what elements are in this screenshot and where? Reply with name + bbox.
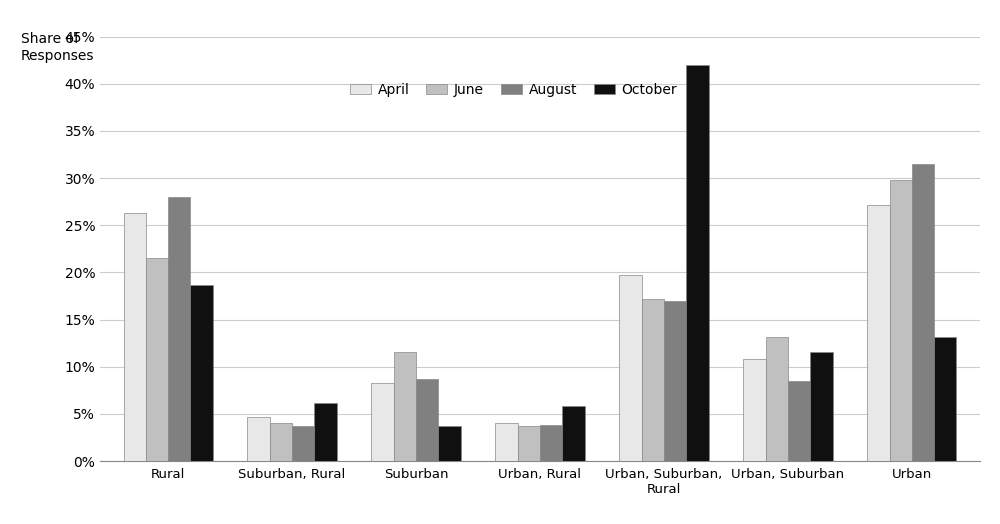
Bar — [743, 359, 766, 461]
Bar — [642, 299, 664, 461]
Bar — [124, 213, 146, 461]
Bar — [619, 275, 642, 461]
Bar — [168, 197, 190, 461]
Bar — [664, 301, 686, 461]
Bar — [416, 379, 438, 461]
Bar — [190, 285, 213, 461]
Bar — [934, 336, 956, 461]
Bar — [562, 407, 585, 461]
Bar — [890, 180, 912, 461]
Bar — [867, 204, 890, 461]
Bar — [438, 426, 461, 461]
Bar — [495, 423, 518, 461]
Bar — [292, 426, 314, 461]
Bar — [314, 402, 337, 461]
Bar — [247, 417, 270, 461]
Text: Share of
Responses: Share of Responses — [21, 32, 94, 63]
Bar — [540, 425, 562, 461]
Bar — [394, 352, 416, 461]
Bar — [788, 381, 810, 461]
Bar — [518, 426, 540, 461]
Bar — [686, 65, 709, 461]
Bar — [146, 258, 168, 461]
Bar — [766, 336, 788, 461]
Bar — [371, 383, 394, 461]
Legend: April, June, August, October: April, June, August, October — [344, 78, 683, 103]
Bar — [270, 423, 292, 461]
Bar — [810, 352, 833, 461]
Bar — [912, 164, 934, 461]
